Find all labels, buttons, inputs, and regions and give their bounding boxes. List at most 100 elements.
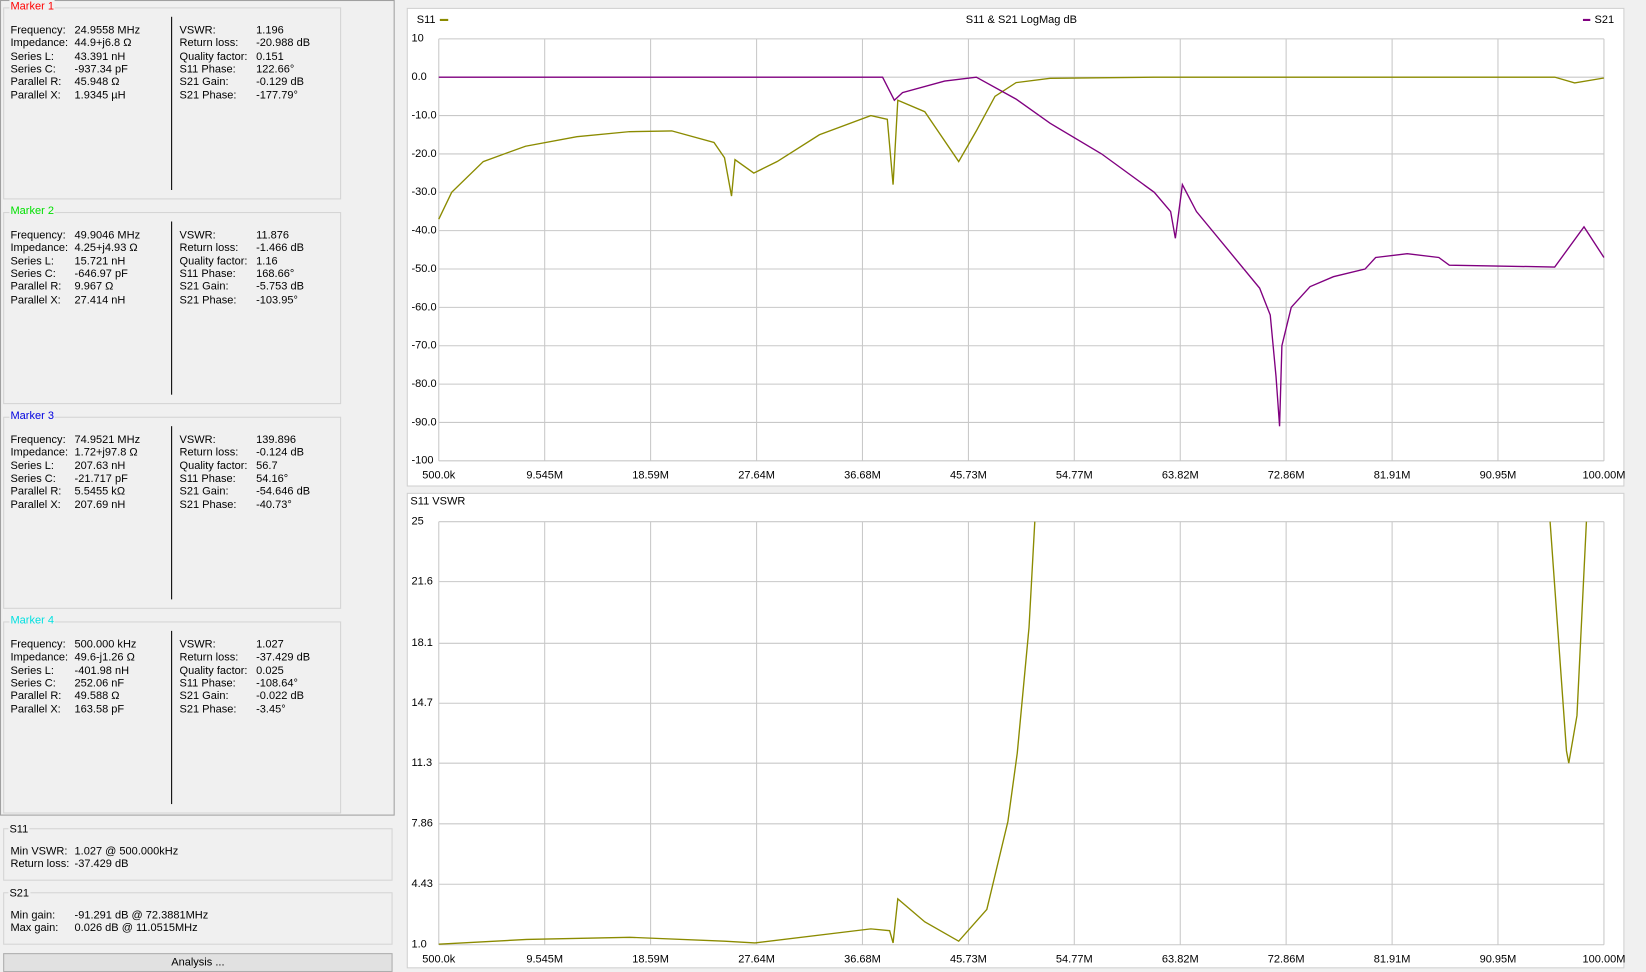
field-label: Return loss: (179, 241, 239, 255)
field-value: 45.948 Ω (74, 75, 120, 89)
field-value: 163.58 pF (74, 702, 125, 716)
field-label: Series C: (10, 676, 56, 690)
x-tick-label: 9.545M (526, 469, 563, 481)
field-label: Series C: (10, 267, 56, 281)
field-label: Series L: (10, 664, 54, 677)
x-tick-label: 90.95M (1480, 953, 1517, 965)
field-label: S21 Gain: (179, 280, 229, 294)
field-value: 11.876 (256, 228, 290, 242)
field-label: Parallel X: (10, 498, 61, 511)
marker-box (3, 621, 342, 814)
x-tick-label: 27.64M (738, 953, 775, 965)
field-label: S11 Phase: (179, 676, 236, 690)
chart-panel (406, 492, 1625, 969)
y-tick-label: 0.0 (411, 71, 426, 83)
x-tick-label: 45.73M (950, 469, 987, 481)
marker-title: Marker 1 (9, 0, 56, 13)
y-tick-label: 7.86 (411, 818, 432, 830)
y-tick-label: 4.43 (411, 878, 432, 890)
x-tick-label: 27.64M (738, 469, 775, 481)
field-value: 252.06 nF (74, 676, 125, 690)
y-tick-label: -40.0 (411, 225, 436, 237)
marker-title: Marker 2 (9, 204, 56, 218)
trace-line (438, 76, 1605, 427)
field-label: Min gain: (10, 909, 56, 922)
field-label: Parallel R: (10, 280, 62, 294)
field-value: 1.196 (256, 24, 284, 37)
field-value: 5.5455 kΩ (74, 485, 126, 498)
field-value: 1.027 (256, 638, 284, 651)
field-value: -3.45° (256, 702, 286, 716)
summary-title: S11 (8, 822, 30, 836)
field-label: Return loss: (10, 857, 70, 871)
x-tick-label: 63.82M (1162, 953, 1199, 965)
marker-panel (0, 0, 395, 816)
field-label: VSWR: (179, 433, 216, 447)
field-value: 1.72+j97.8 Ω (74, 446, 138, 460)
field-value: -21.717 pF (74, 472, 128, 485)
x-tick-label: 100.00M (1583, 953, 1626, 965)
x-tick-label: 81.91M (1374, 953, 1411, 965)
field-label: Frequency: (10, 24, 66, 37)
field-value: 44.9+j6.8 Ω (74, 37, 132, 50)
x-tick-label: 9.545M (526, 953, 563, 965)
field-label: S11 Phase: (179, 472, 236, 485)
field-label: VSWR: (179, 24, 216, 37)
field-label: Series C: (10, 472, 56, 485)
y-tick-label: 10 (411, 33, 423, 45)
field-value: 43.391 nH (74, 49, 126, 63)
field-value: 4.25+j4.93 Ω (74, 241, 138, 255)
trace-line (438, 521, 1588, 945)
field-value: 27.414 nH (74, 293, 126, 306)
field-label: Impedance: (10, 37, 69, 50)
field-label: Parallel R: (10, 689, 62, 703)
chart-panel (406, 7, 1625, 487)
field-label: S21 Gain: (179, 75, 229, 89)
legend-label: S11 (417, 14, 436, 26)
field-label: VSWR: (179, 228, 216, 242)
field-value: 0.026 dB @ 11.0515MHz (74, 921, 198, 935)
field-label: VSWR: (179, 638, 216, 651)
field-value: 74.9521 MHz (74, 433, 141, 447)
field-value: 122.66° (256, 62, 295, 76)
field-value: -20.988 dB (256, 37, 311, 50)
field-label: Frequency: (10, 228, 66, 242)
x-tick-label: 72.86M (1268, 953, 1305, 965)
x-tick-label: 90.95M (1480, 469, 1517, 481)
marker-divider (171, 16, 173, 190)
marker-title: Marker 4 (9, 614, 56, 627)
field-value: -37.429 dB (256, 651, 311, 664)
summary-title: S21 (8, 886, 31, 900)
field-label: Quality factor: (179, 254, 248, 268)
field-value: 9.967 Ω (74, 280, 114, 294)
field-value: 49.6-j1.26 Ω (74, 651, 135, 664)
field-value: -0.129 dB (256, 75, 304, 89)
field-label: Parallel X: (10, 702, 61, 716)
marker-divider (171, 221, 173, 395)
y-tick-label: -70.0 (411, 340, 436, 352)
field-label: S21 Phase: (179, 498, 237, 511)
field-value: -108.64° (256, 676, 298, 690)
summary-box (3, 828, 393, 881)
field-value: 0.025 (256, 664, 284, 677)
y-tick-label: -50.0 (411, 263, 436, 275)
field-label: Min VSWR: (10, 845, 68, 858)
field-label: S21 Phase: (179, 702, 237, 716)
field-value: -5.753 dB (256, 280, 304, 294)
field-label: S11 Phase: (179, 267, 236, 281)
field-label: Series L: (10, 254, 54, 268)
field-value: -91.291 dB @ 72.3881MHz (74, 909, 209, 922)
trace-line (438, 76, 1605, 220)
field-label: Quality factor: (179, 49, 248, 63)
field-value: -54.646 dB (256, 485, 311, 498)
field-label: S21 Gain: (179, 689, 229, 703)
field-label: Parallel X: (10, 88, 61, 102)
field-value: 207.63 nH (74, 459, 126, 472)
field-value: 1.027 @ 500.000kHz (74, 845, 179, 858)
field-label: Impedance: (10, 241, 69, 255)
summary-box (3, 892, 393, 945)
field-label: S21 Phase: (179, 293, 237, 306)
analysis-button[interactable]: Analysis ... (3, 953, 393, 972)
x-tick-label: 54.77M (1056, 469, 1093, 481)
